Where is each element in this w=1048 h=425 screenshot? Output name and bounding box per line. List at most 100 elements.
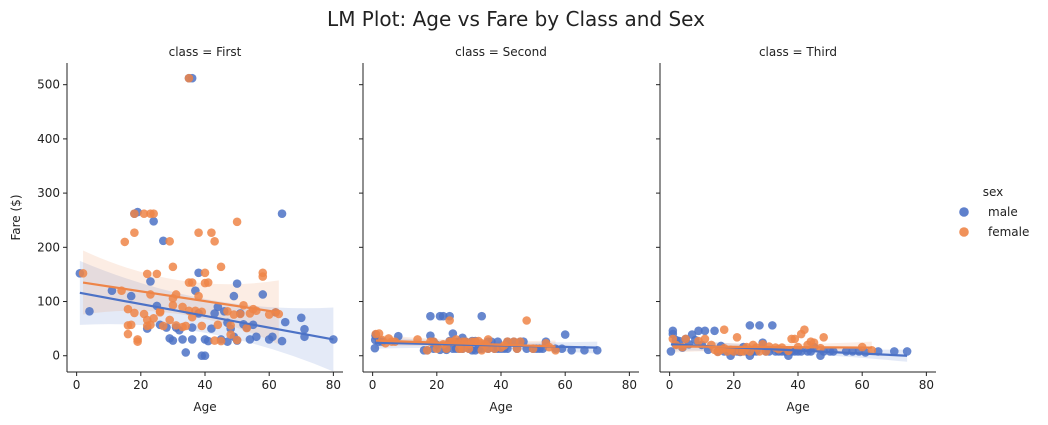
point-male (252, 332, 261, 342)
point-male (168, 336, 178, 345)
point-female (133, 337, 142, 346)
point-female (223, 306, 232, 316)
facet-title: class = Third (759, 45, 837, 59)
point-female (522, 316, 531, 325)
point-female (187, 278, 197, 287)
point-male (187, 335, 197, 344)
point-female (165, 315, 174, 325)
x-tick-label: 60 (558, 378, 573, 392)
point-female (203, 278, 213, 287)
y-tick-label: 100 (37, 295, 60, 309)
point-male (149, 216, 158, 226)
point-female (130, 209, 139, 219)
legend-marker-female (959, 227, 969, 237)
y-tick-label: 0 (52, 349, 60, 363)
x-axis-label: Age (786, 400, 809, 414)
point-male (268, 332, 277, 342)
point-female (732, 333, 742, 342)
point-female (236, 309, 245, 319)
point-female (232, 217, 242, 227)
point-female (194, 228, 203, 237)
y-axis-label: Fare ($) (9, 194, 23, 240)
point-female (207, 228, 216, 237)
point-male (245, 335, 255, 344)
fit-line-female (82, 281, 279, 314)
point-female (168, 262, 178, 272)
legend-title: sex (983, 185, 1004, 199)
point-female (123, 304, 133, 314)
x-tick-label: 40 (790, 378, 805, 392)
point-male (213, 302, 223, 312)
point-female (187, 312, 197, 322)
point-male (232, 279, 242, 288)
point-female (700, 334, 710, 344)
x-tick-label: 0 (369, 378, 377, 392)
point-female (445, 316, 454, 325)
x-tick-label: 80 (326, 378, 341, 392)
x-tick-label: 40 (493, 378, 508, 392)
point-female (490, 344, 499, 353)
point-male (300, 324, 309, 334)
point-female (78, 269, 88, 278)
point-female (800, 325, 809, 335)
point-female (483, 335, 493, 344)
x-tick-label: 40 (197, 378, 212, 392)
point-male (194, 268, 203, 278)
x-tick-label: 0 (73, 378, 81, 392)
point-female (258, 272, 268, 281)
point-male (370, 343, 380, 353)
x-tick-label: 20 (429, 378, 444, 392)
point-male (158, 236, 168, 246)
point-male (902, 347, 912, 356)
point-female (681, 334, 690, 344)
legend: sex male female (959, 185, 1029, 239)
point-male (277, 336, 287, 346)
point-female (809, 338, 819, 348)
point-female (226, 330, 235, 339)
point-female (719, 325, 729, 335)
point-male (560, 330, 570, 339)
facet-title: class = Second (455, 45, 547, 59)
point-male (438, 311, 448, 321)
point-female (374, 329, 384, 338)
x-tick-label: 80 (622, 378, 637, 392)
point-female (422, 346, 432, 355)
point-male (280, 317, 290, 327)
point-female (432, 344, 442, 353)
legend-label-male: male (988, 205, 1018, 219)
point-female (210, 336, 219, 345)
point-male (258, 290, 268, 299)
point-male (277, 209, 287, 219)
point-female (178, 302, 187, 312)
point-male (223, 337, 232, 346)
point-female (139, 209, 149, 219)
x-tick-label: 60 (262, 378, 277, 392)
point-male (203, 336, 213, 346)
point-male (146, 277, 155, 286)
point-male (694, 326, 703, 336)
point-female (483, 344, 493, 353)
point-male (296, 313, 306, 323)
y-tick-label: 400 (37, 132, 60, 146)
point-female (130, 308, 139, 318)
point-female (790, 334, 800, 344)
facet-panel-2: class = Second 0 20 40 60 80 Age (359, 45, 639, 414)
point-male (107, 286, 117, 295)
point-female (158, 321, 168, 331)
point-female (194, 291, 203, 301)
point-female (229, 310, 239, 319)
point-male (207, 324, 216, 333)
point-female (729, 347, 739, 356)
point-female (184, 73, 194, 83)
y-tick-label: 500 (37, 78, 60, 92)
point-male (85, 306, 94, 316)
point-male (229, 291, 239, 301)
chart-title: LM Plot: Age vs Fare by Class and Sex (327, 7, 705, 31)
point-female (149, 209, 158, 219)
point-female (181, 321, 191, 331)
point-male (755, 321, 764, 330)
point-female (242, 323, 252, 333)
point-female (171, 321, 181, 330)
x-tick-label: 20 (133, 378, 148, 392)
